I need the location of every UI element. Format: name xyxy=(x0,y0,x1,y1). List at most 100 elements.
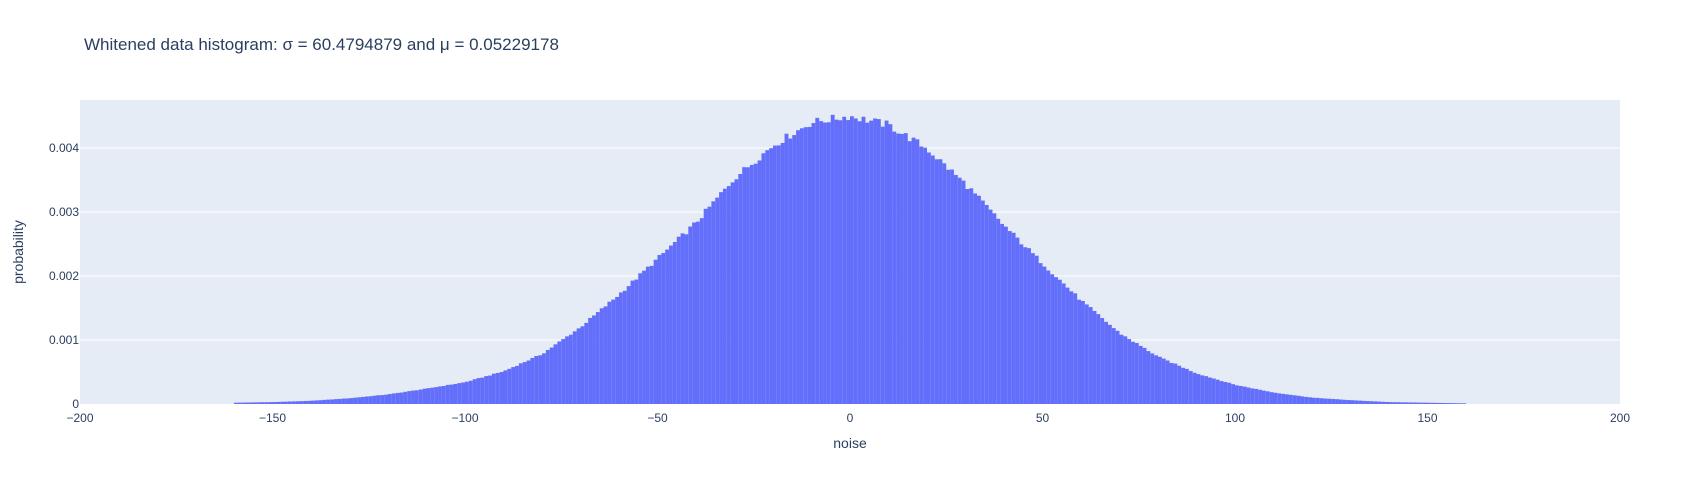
histogram-bar xyxy=(853,118,858,404)
histogram-bar xyxy=(568,334,573,404)
histogram-bar xyxy=(488,375,492,404)
histogram-bar xyxy=(757,160,762,404)
histogram-bar xyxy=(888,124,893,404)
histogram-bar xyxy=(988,209,993,404)
histogram-bar xyxy=(572,331,577,404)
histogram-bar xyxy=(780,142,785,404)
histogram-bar xyxy=(1435,402,1440,404)
histogram-bar xyxy=(622,290,627,404)
histogram-bar xyxy=(1131,341,1135,404)
histogram-bars xyxy=(234,114,1466,405)
histogram-bar xyxy=(896,133,901,404)
histogram-bar xyxy=(391,393,396,404)
histogram-bar xyxy=(503,370,508,404)
histogram-bar xyxy=(1200,375,1205,404)
histogram-bar xyxy=(676,236,681,404)
histogram-bar xyxy=(619,292,623,404)
histogram-bar xyxy=(1415,402,1420,404)
histogram-bar xyxy=(1146,351,1151,404)
histogram-bar xyxy=(1000,223,1004,404)
histogram-bar xyxy=(1408,402,1413,404)
histogram-bar xyxy=(607,301,612,404)
histogram-bar xyxy=(253,402,258,404)
histogram-bar xyxy=(761,153,766,404)
histogram-bar xyxy=(280,401,285,404)
histogram-bar xyxy=(1092,310,1097,404)
histogram-bar xyxy=(1308,397,1312,404)
histogram-bar xyxy=(1111,328,1116,404)
histogram-bar xyxy=(784,133,789,405)
histogram-bar xyxy=(1335,399,1339,404)
histogram-bar xyxy=(753,163,758,404)
histogram-bar xyxy=(476,378,481,404)
histogram-bar xyxy=(649,265,654,404)
histogram-bar xyxy=(576,328,581,404)
histogram-bar xyxy=(1458,403,1463,404)
histogram-bar xyxy=(303,400,308,404)
histogram-bar xyxy=(1404,402,1409,404)
histogram-bar xyxy=(538,355,542,404)
x-axis-title: noise xyxy=(833,435,867,451)
histogram-bar xyxy=(414,390,419,404)
histogram-bar xyxy=(626,286,631,404)
histogram-bar xyxy=(353,397,358,404)
histogram-bar xyxy=(284,401,288,404)
histogram-bar xyxy=(1235,385,1239,404)
histogram-bar xyxy=(969,188,974,404)
histogram-bar xyxy=(1242,386,1247,404)
histogram-bar xyxy=(1138,345,1143,404)
histogram-bar xyxy=(1015,237,1020,404)
histogram-bar xyxy=(977,195,981,404)
histogram-bar xyxy=(850,116,854,404)
histogram-bar xyxy=(692,222,696,404)
histogram-bar xyxy=(545,349,550,404)
histogram-bar xyxy=(1084,304,1089,404)
histogram-bar xyxy=(565,336,569,404)
histogram-bar xyxy=(311,400,315,404)
histogram-bar xyxy=(580,326,585,404)
histogram-bar xyxy=(1246,387,1251,404)
histogram-bar xyxy=(819,121,824,405)
histogram-bar xyxy=(1038,263,1043,404)
histogram-bar xyxy=(584,322,589,404)
x-tick-label: −150 xyxy=(259,411,286,425)
histogram-bar xyxy=(357,397,362,404)
histogram-bar xyxy=(934,159,939,404)
histogram-bar xyxy=(722,188,727,404)
histogram-bar xyxy=(511,367,516,404)
histogram-bar xyxy=(907,141,912,404)
histogram-bar xyxy=(957,177,962,404)
histogram-bar xyxy=(1061,283,1066,404)
histogram-bar xyxy=(615,296,619,404)
histogram-bar xyxy=(322,399,327,404)
histogram-bar xyxy=(1027,248,1031,404)
histogram-bar xyxy=(857,121,862,405)
x-tick-label: −200 xyxy=(66,411,93,425)
histogram-bar xyxy=(1354,400,1359,404)
histogram-bar xyxy=(595,312,600,404)
histogram-bar xyxy=(388,394,392,404)
histogram-bar xyxy=(1292,395,1297,404)
histogram-bar xyxy=(815,117,820,404)
histogram-bar xyxy=(241,402,246,404)
histogram-bar xyxy=(769,148,773,404)
histogram-bar xyxy=(1273,392,1278,404)
histogram-bar xyxy=(1042,266,1047,404)
histogram-bar xyxy=(1215,379,1220,404)
histogram-bar xyxy=(703,208,708,404)
histogram-bar xyxy=(842,116,847,404)
histogram-bar xyxy=(399,392,404,404)
histogram-bar xyxy=(380,395,385,404)
histogram-bar xyxy=(1107,324,1112,404)
histogram-bar xyxy=(234,402,238,404)
histogram-bar xyxy=(491,373,496,404)
y-axis-title: probability xyxy=(10,220,26,284)
histogram-bar xyxy=(938,159,943,404)
histogram-bar xyxy=(345,398,350,404)
histogram-bar xyxy=(1261,390,1266,404)
histogram-bar xyxy=(1323,398,1328,404)
histogram-bar xyxy=(961,180,966,404)
histogram-bar xyxy=(846,120,850,405)
histogram-bar xyxy=(1219,381,1224,404)
histogram-bar xyxy=(1277,393,1282,404)
